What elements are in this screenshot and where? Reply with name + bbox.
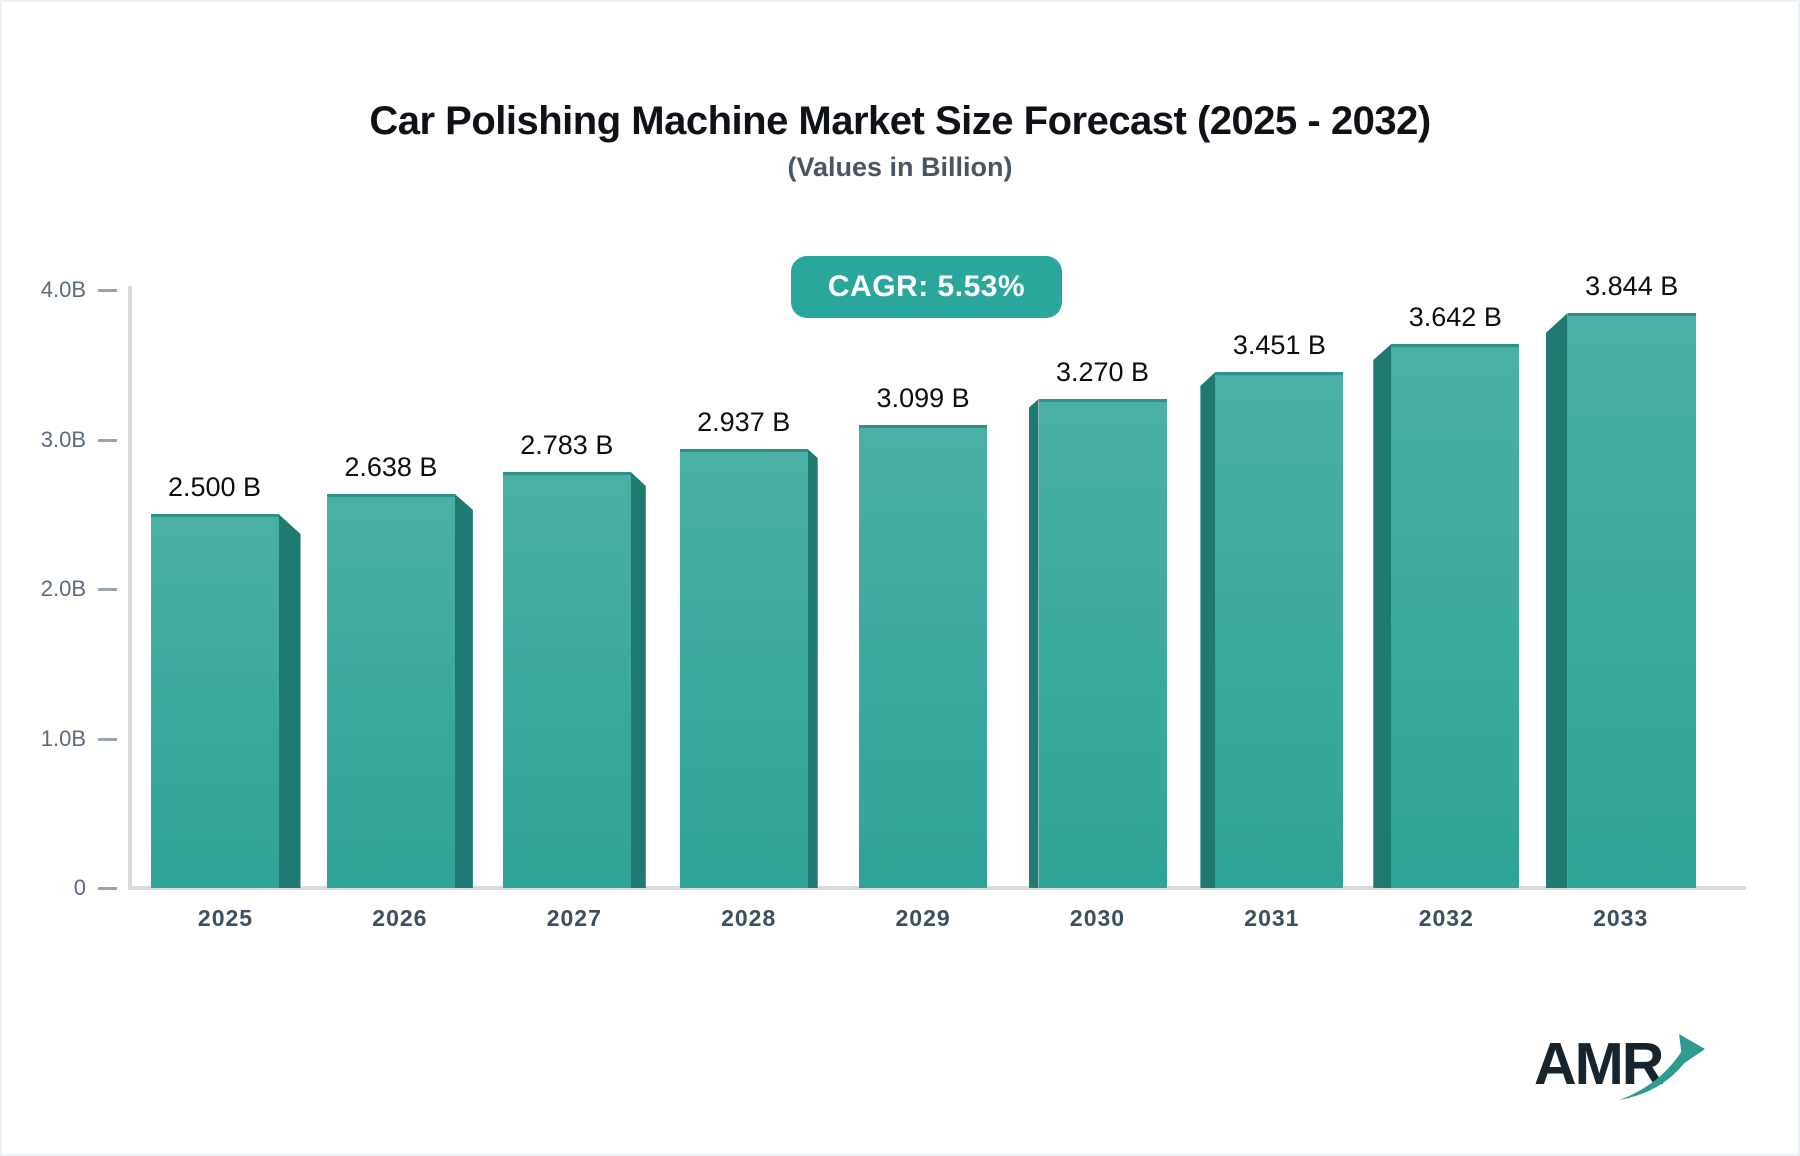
- bar-side-face: [807, 449, 818, 888]
- bar-value-label: 2.937 B: [697, 407, 791, 437]
- bar-value-label: 3.451 B: [1232, 330, 1326, 360]
- y-axis-tick-label: 2.0B: [40, 576, 86, 601]
- bar-2026[interactable]: [326, 494, 455, 888]
- bar-side-face: [1545, 313, 1568, 888]
- y-axis-tick-label: 3.0B: [40, 426, 86, 452]
- bar-2030[interactable]: [1038, 399, 1167, 888]
- y-axis-tick-label: 0: [73, 875, 86, 900]
- y-axis-tick-mark: [98, 887, 117, 890]
- cagr-badge: CAGR: 5.53%: [791, 256, 1062, 318]
- bar-value-label: 2.500 B: [167, 472, 262, 502]
- bar-2027[interactable]: [502, 472, 631, 888]
- y-axis-tick-mark: [98, 588, 117, 591]
- x-axis-label-2026: 2026: [372, 905, 428, 931]
- bar-value-label: 3.099 B: [876, 383, 970, 413]
- y-axis-tick-label: 4.0B: [40, 277, 86, 302]
- x-axis-label-2029: 2029: [895, 905, 951, 931]
- bar-side-face: [1028, 399, 1039, 888]
- y-axis-tick-mark: [98, 438, 117, 442]
- amr-logo: AMR: [1534, 1030, 1734, 1120]
- y-axis-line: [128, 286, 132, 890]
- cagr-badge-label: CAGR: 5.53%: [827, 270, 1026, 303]
- bar-2031[interactable]: [1215, 372, 1344, 888]
- bar-2028[interactable]: [679, 449, 808, 888]
- x-axis-label-2032: 2032: [1418, 905, 1474, 931]
- y-axis-tick-mark: [98, 737, 117, 741]
- bar-value-label: 3.642 B: [1408, 302, 1502, 332]
- x-axis-line: [128, 886, 1746, 890]
- bar-value-label: 2.783 B: [520, 430, 614, 460]
- amr-logo-text: AMR: [1534, 1031, 1664, 1097]
- y-axis-tick-mark: [98, 289, 117, 292]
- growth-arrow-icon: [1619, 1034, 1705, 1100]
- bar-2029[interactable]: [859, 425, 988, 888]
- x-axis-label-2027: 2027: [546, 905, 602, 931]
- chart-subtitle: (Values in Billion): [787, 152, 1013, 182]
- bar-side-face: [278, 514, 301, 888]
- bar-2033[interactable]: [1567, 313, 1696, 888]
- y-axis-tick-label: 1.0B: [40, 725, 86, 751]
- bar-value-label: 2.638 B: [344, 452, 438, 482]
- x-axis-label-2025: 2025: [197, 905, 254, 931]
- bar-value-label: 3.844 B: [1585, 271, 1679, 301]
- bar-side-face: [454, 494, 473, 888]
- chart-title: Car Polishing Machine Market Size Foreca…: [369, 99, 1431, 143]
- bar-value-label: 3.270 B: [1055, 357, 1150, 387]
- bar-2025[interactable]: [150, 514, 279, 888]
- x-axis-label-2030: 2030: [1069, 905, 1126, 931]
- x-axis-label-2033: 2033: [1593, 905, 1649, 931]
- bar-side-face: [630, 472, 646, 888]
- bar-2032[interactable]: [1391, 344, 1520, 888]
- x-axis-label-2031: 2031: [1244, 905, 1300, 931]
- x-axis-label-2028: 2028: [721, 905, 777, 931]
- bar-side-face: [1200, 372, 1216, 888]
- bar-side-face: [1373, 344, 1392, 888]
